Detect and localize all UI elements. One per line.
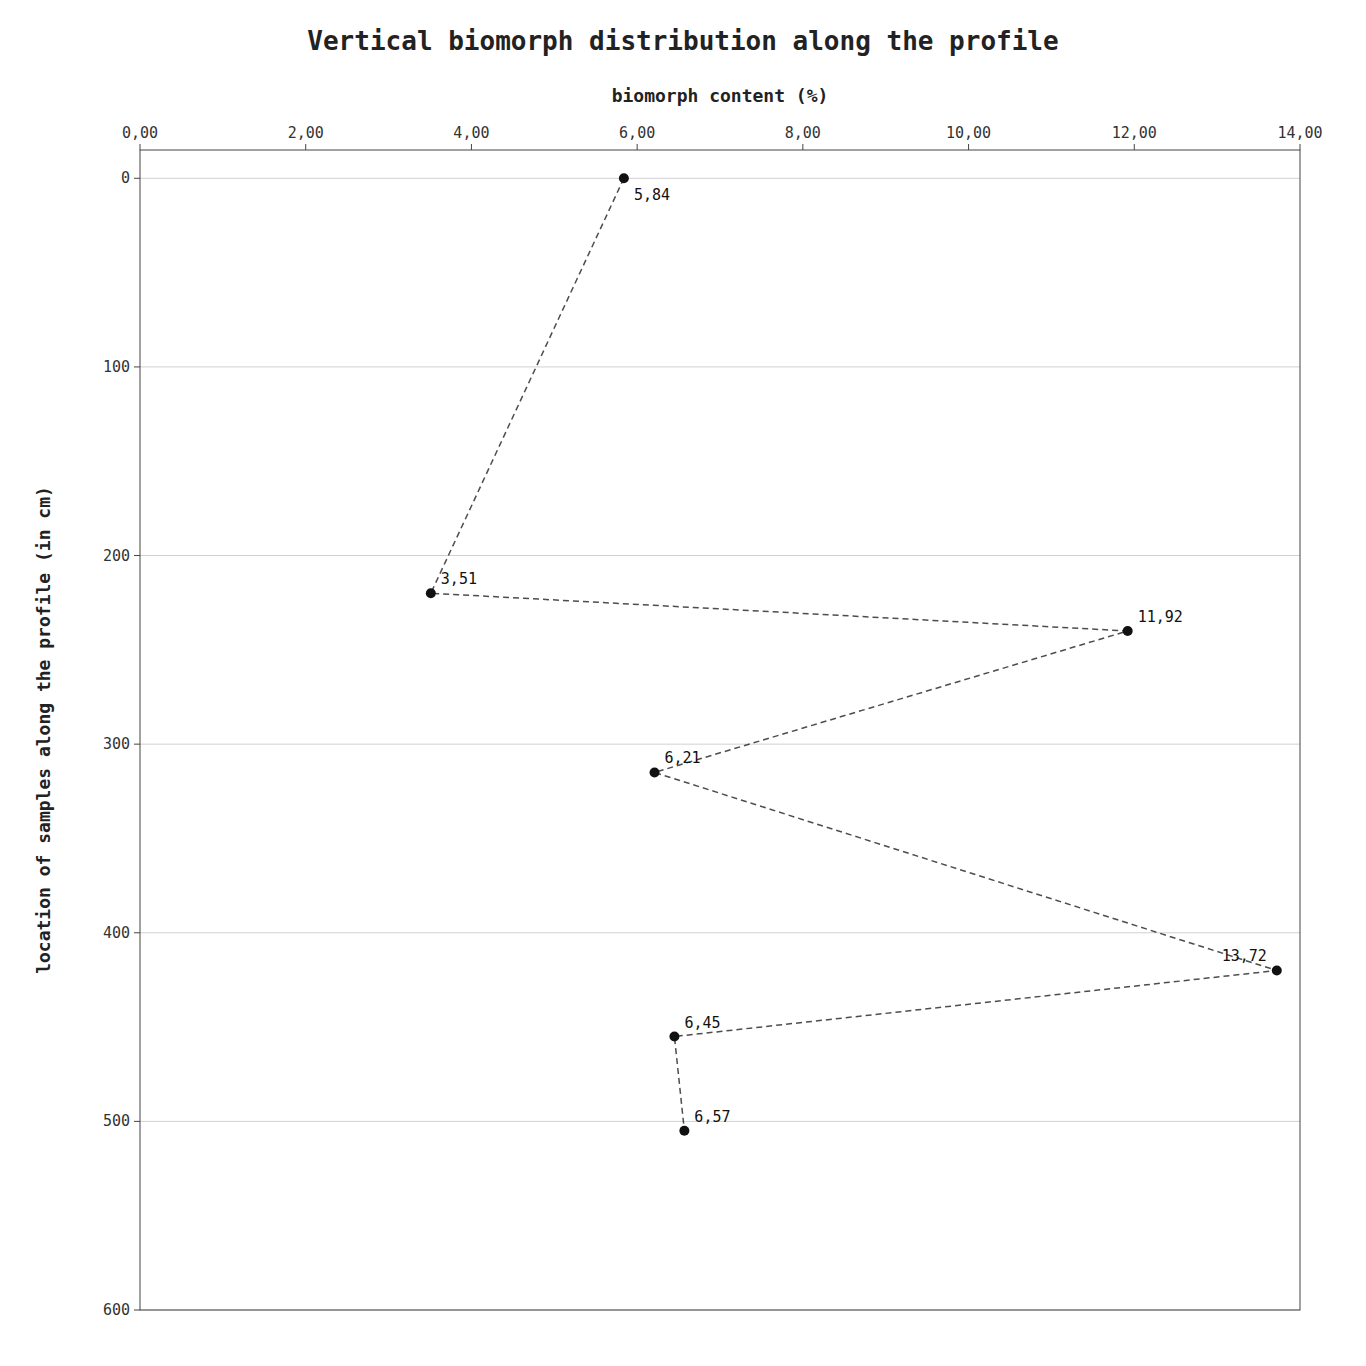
x-tick-label: 14,00 bbox=[1277, 124, 1322, 142]
y-tick bbox=[134, 744, 140, 745]
point bbox=[1272, 965, 1282, 975]
grid-line bbox=[140, 744, 1300, 745]
y-tick bbox=[134, 555, 140, 556]
x-tick-label: 10,00 bbox=[946, 124, 991, 142]
y-tick bbox=[134, 1310, 140, 1311]
title: Vertical biomorph distribution along the… bbox=[307, 26, 1058, 56]
x-tick bbox=[305, 144, 306, 150]
point bbox=[679, 1126, 689, 1136]
x-axis-label: biomorph content (%) bbox=[612, 85, 829, 106]
y-tick-label: 400 bbox=[103, 924, 130, 942]
y-tick bbox=[134, 366, 140, 367]
annotation: 5,84 bbox=[634, 186, 670, 204]
y-tick-label: 200 bbox=[103, 547, 130, 565]
x-tick-label: 8,00 bbox=[785, 124, 821, 142]
y-tick-label: 100 bbox=[103, 358, 130, 376]
grid-line bbox=[140, 555, 1300, 556]
annotation: 3,51 bbox=[441, 570, 477, 588]
x-tick bbox=[802, 144, 803, 150]
x-tick-label: 0,00 bbox=[122, 124, 158, 142]
point bbox=[650, 767, 660, 777]
series-line bbox=[431, 178, 1277, 1131]
x-tick bbox=[140, 144, 141, 150]
x-tick-label: 2,00 bbox=[288, 124, 324, 142]
x-tick-label: 6,00 bbox=[619, 124, 655, 142]
annotation: 6,57 bbox=[694, 1108, 730, 1126]
point bbox=[1123, 626, 1133, 636]
y-tick bbox=[134, 178, 140, 179]
annotation: 6,21 bbox=[665, 749, 701, 767]
y-tick-label: 500 bbox=[103, 1112, 130, 1130]
chart: Vertical biomorph distribution along the… bbox=[0, 0, 1366, 1366]
y-axis-label: location of samples along the profile (i… bbox=[33, 486, 54, 974]
x-tick bbox=[471, 144, 472, 150]
grid-line bbox=[140, 178, 1300, 179]
y-tick-label: 300 bbox=[103, 735, 130, 753]
annotation: 6,45 bbox=[684, 1014, 720, 1032]
x-tick-label: 4,00 bbox=[453, 124, 489, 142]
y-tick-label: 0 bbox=[121, 169, 130, 187]
y-axis: 0 100 200 300 400 500 600 location of samples a… bbox=[33, 169, 140, 1319]
x-tick bbox=[637, 144, 638, 150]
x-tick bbox=[968, 144, 969, 150]
plot-frame bbox=[140, 150, 1300, 1310]
annotation: 13,72 bbox=[1222, 947, 1267, 965]
x-tick bbox=[1300, 144, 1301, 150]
y-tick bbox=[134, 932, 140, 933]
x-tick bbox=[1134, 144, 1135, 150]
grid-line bbox=[140, 366, 1300, 367]
point bbox=[426, 588, 436, 598]
annotation: 11,92 bbox=[1138, 608, 1183, 626]
point bbox=[619, 173, 629, 183]
point bbox=[669, 1032, 679, 1042]
x-axis: 0,00 2,00 4,00 6,00 8,00 10,00 12,00 14,00 biomo… bbox=[122, 85, 1323, 150]
y-tick-label: 600 bbox=[103, 1301, 130, 1319]
grid bbox=[140, 178, 1300, 1310]
x-tick-label: 12,00 bbox=[1112, 124, 1157, 142]
grid-line bbox=[140, 932, 1300, 933]
data bbox=[426, 173, 1282, 1136]
annotations: 5,84 3,51 11,92 6,21 13,72 6,45 6,57 bbox=[441, 186, 1267, 1126]
y-tick bbox=[134, 1121, 140, 1122]
